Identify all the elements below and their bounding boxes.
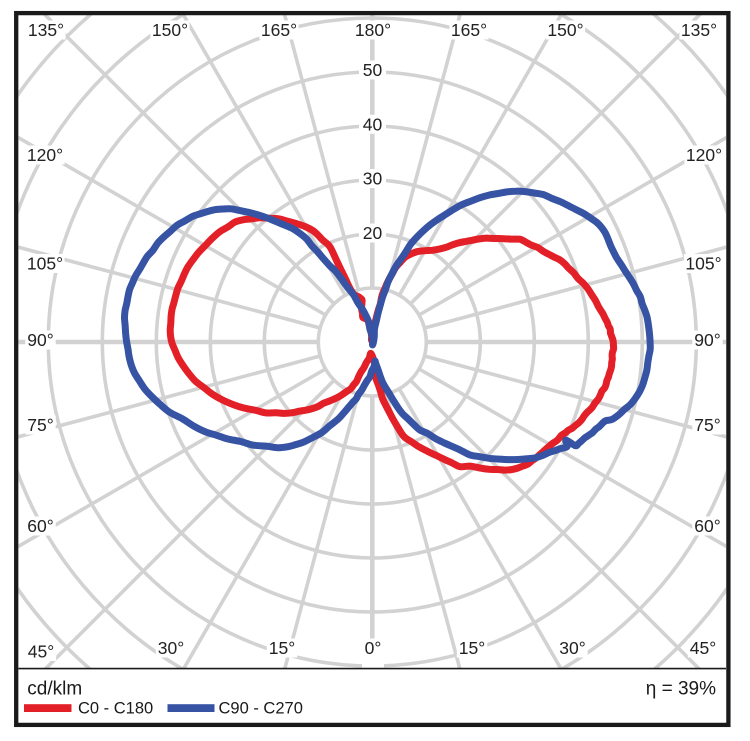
svg-text:50: 50	[363, 60, 383, 80]
svg-text:C90 - C270: C90 - C270	[219, 699, 303, 717]
svg-text:20: 20	[363, 223, 383, 243]
svg-text:90°: 90°	[694, 330, 720, 350]
svg-text:15°: 15°	[269, 638, 295, 658]
svg-text:45°: 45°	[690, 638, 716, 658]
svg-text:30: 30	[363, 169, 383, 189]
svg-text:165°: 165°	[261, 20, 297, 40]
svg-text:105°: 105°	[685, 254, 721, 274]
svg-text:30°: 30°	[158, 638, 184, 658]
svg-text:165°: 165°	[451, 20, 487, 40]
svg-text:15°: 15°	[459, 638, 485, 658]
svg-text:150°: 150°	[547, 20, 583, 40]
svg-text:135°: 135°	[681, 20, 717, 40]
svg-text:60°: 60°	[27, 516, 53, 536]
svg-text:C0 - C180: C0 - C180	[78, 699, 153, 717]
svg-text:η = 39%: η = 39%	[646, 678, 716, 699]
svg-text:75°: 75°	[27, 415, 53, 435]
svg-text:135°: 135°	[28, 20, 64, 40]
svg-text:60°: 60°	[694, 516, 720, 536]
svg-text:105°: 105°	[27, 254, 63, 274]
svg-text:45°: 45°	[28, 642, 54, 662]
svg-text:180°: 180°	[355, 20, 391, 40]
svg-text:cd/klm: cd/klm	[27, 678, 82, 699]
svg-text:90°: 90°	[27, 330, 53, 350]
svg-text:75°: 75°	[694, 415, 720, 435]
svg-text:150°: 150°	[152, 20, 188, 40]
svg-text:40: 40	[363, 115, 383, 135]
svg-text:120°: 120°	[686, 145, 722, 165]
svg-text:0°: 0°	[365, 638, 382, 658]
svg-text:120°: 120°	[27, 145, 63, 165]
svg-text:30°: 30°	[559, 638, 585, 658]
